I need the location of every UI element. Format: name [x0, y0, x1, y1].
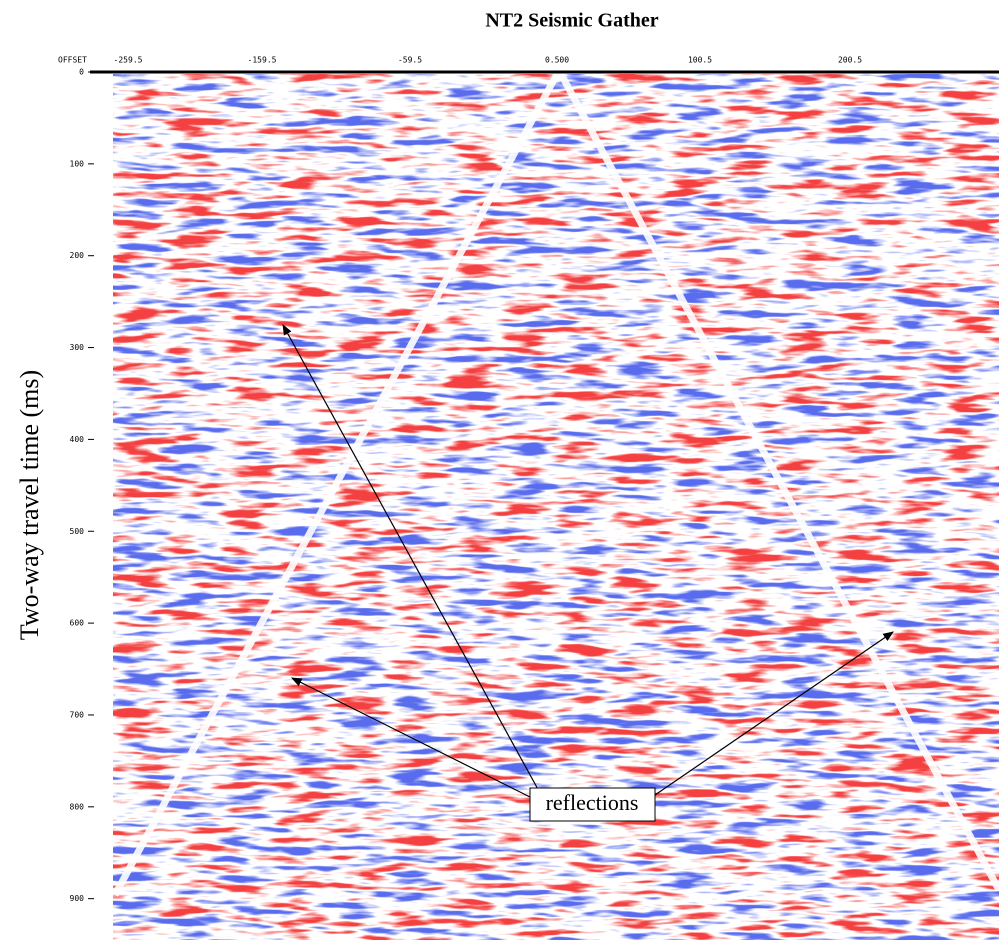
annotation-text: reflections — [546, 790, 639, 815]
x-tick-label: 100.5 — [688, 56, 712, 65]
y-axis-label: Two-way travel time (ms) — [15, 370, 44, 640]
y-tick-label: 800 — [70, 802, 85, 811]
y-tick-label: 900 — [70, 894, 85, 903]
y-tick-label: 600 — [70, 619, 85, 628]
y-tick-label: 400 — [70, 435, 85, 444]
y-tick-label: 0 — [79, 68, 84, 77]
y-tick-label: 200 — [70, 251, 85, 260]
y-tick-label: 700 — [70, 710, 85, 719]
x-tick-label: -59.5 — [398, 56, 422, 65]
x-tick-label: 0.500 — [545, 56, 569, 65]
x-tick-label: -159.5 — [248, 56, 277, 65]
x-axis-label: OFFSET — [58, 56, 87, 65]
y-tick-label: 500 — [70, 527, 85, 536]
y-tick-label: 300 — [70, 343, 85, 352]
chart: NT2 Seismic Gather Two-way travel time (… — [0, 0, 999, 940]
y-tick-label: 100 — [70, 159, 85, 168]
x-tick-label: 200.5 — [838, 56, 862, 65]
chart-title: NT2 Seismic Gather — [485, 10, 658, 32]
x-tick-label: -259.5 — [114, 56, 143, 65]
